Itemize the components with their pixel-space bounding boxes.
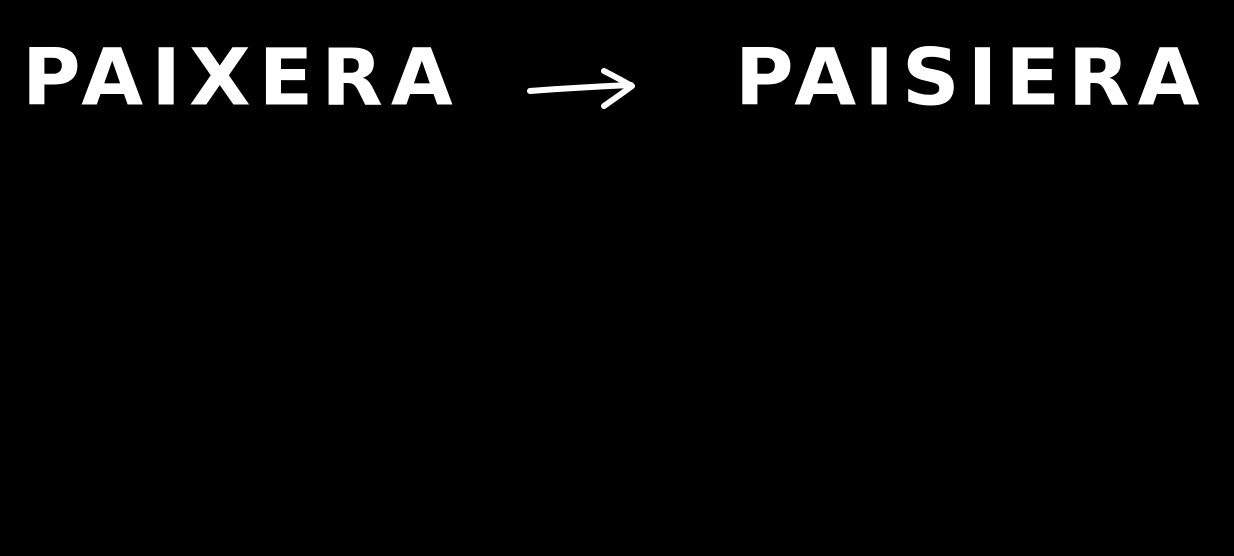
target-word: PAISIERA [735, 32, 1208, 124]
source-word: PAIXERA [22, 32, 461, 124]
right-arrow-icon [527, 68, 635, 109]
